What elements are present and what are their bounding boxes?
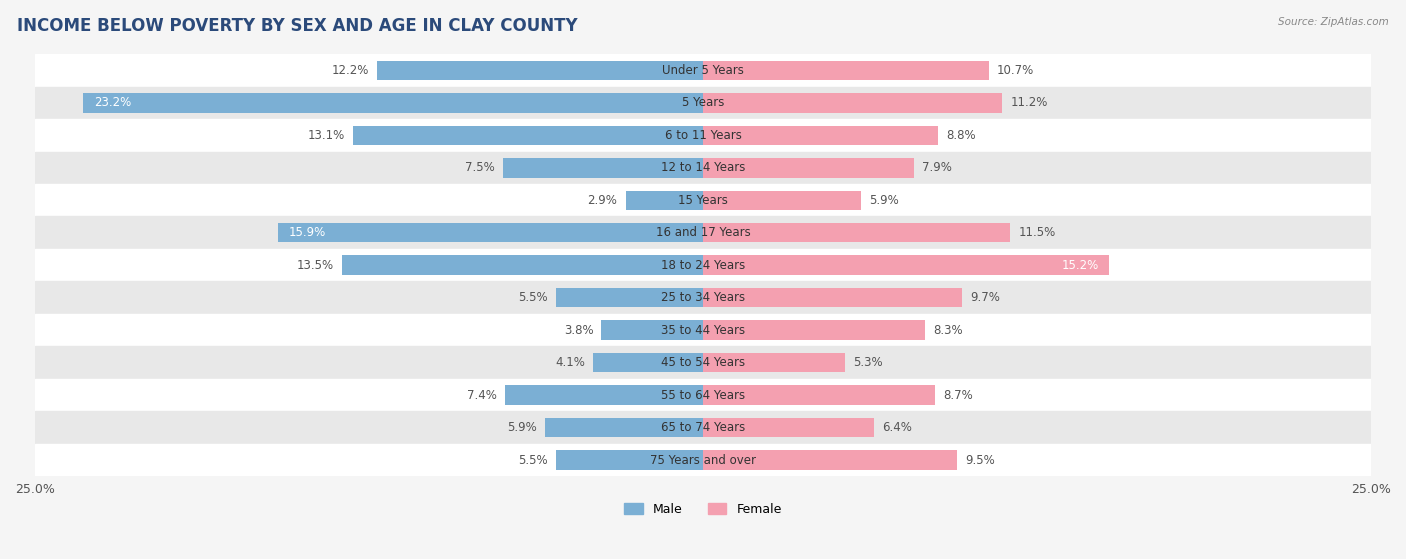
Text: 5.5%: 5.5%: [519, 453, 548, 467]
Bar: [83, 93, 703, 112]
Bar: [35, 151, 1371, 184]
Bar: [35, 444, 1371, 476]
Bar: [35, 87, 1371, 119]
Bar: [35, 411, 1371, 444]
Legend: Male, Female: Male, Female: [619, 498, 787, 520]
Text: 8.7%: 8.7%: [943, 389, 973, 401]
Text: 5 Years: 5 Years: [682, 96, 724, 110]
Text: 15.2%: 15.2%: [1062, 259, 1098, 272]
Text: 5.3%: 5.3%: [852, 356, 883, 369]
Bar: [703, 126, 938, 145]
Text: 3.8%: 3.8%: [564, 324, 593, 337]
Bar: [703, 385, 935, 405]
Bar: [703, 255, 1109, 275]
Bar: [35, 216, 1371, 249]
Text: 5.5%: 5.5%: [519, 291, 548, 304]
Bar: [593, 353, 703, 372]
Text: 45 to 54 Years: 45 to 54 Years: [661, 356, 745, 369]
Text: 75 Years and over: 75 Years and over: [650, 453, 756, 467]
Text: 15.9%: 15.9%: [288, 226, 326, 239]
Bar: [703, 93, 1002, 112]
Bar: [377, 60, 703, 80]
Text: 11.2%: 11.2%: [1011, 96, 1047, 110]
Bar: [502, 158, 703, 178]
Text: INCOME BELOW POVERTY BY SEX AND AGE IN CLAY COUNTY: INCOME BELOW POVERTY BY SEX AND AGE IN C…: [17, 17, 578, 35]
Text: 55 to 64 Years: 55 to 64 Years: [661, 389, 745, 401]
Bar: [35, 119, 1371, 151]
Text: 9.7%: 9.7%: [970, 291, 1000, 304]
Text: 7.9%: 7.9%: [922, 162, 952, 174]
Bar: [35, 184, 1371, 216]
Text: 8.3%: 8.3%: [932, 324, 963, 337]
Text: 23.2%: 23.2%: [94, 96, 131, 110]
Bar: [703, 320, 925, 340]
Text: 25 to 34 Years: 25 to 34 Years: [661, 291, 745, 304]
Text: 35 to 44 Years: 35 to 44 Years: [661, 324, 745, 337]
Bar: [353, 126, 703, 145]
Bar: [278, 223, 703, 243]
Text: 2.9%: 2.9%: [588, 194, 617, 207]
Bar: [626, 191, 703, 210]
Bar: [35, 379, 1371, 411]
Bar: [35, 249, 1371, 281]
Text: 11.5%: 11.5%: [1018, 226, 1056, 239]
Bar: [505, 385, 703, 405]
Text: 7.4%: 7.4%: [467, 389, 498, 401]
Text: 65 to 74 Years: 65 to 74 Years: [661, 421, 745, 434]
Text: 15 Years: 15 Years: [678, 194, 728, 207]
Bar: [35, 281, 1371, 314]
Text: 16 and 17 Years: 16 and 17 Years: [655, 226, 751, 239]
Text: 9.5%: 9.5%: [965, 453, 994, 467]
Text: 10.7%: 10.7%: [997, 64, 1035, 77]
Text: Under 5 Years: Under 5 Years: [662, 64, 744, 77]
Bar: [555, 288, 703, 307]
Bar: [703, 418, 875, 437]
Bar: [35, 314, 1371, 347]
Bar: [703, 60, 988, 80]
Bar: [703, 223, 1011, 243]
Text: 6.4%: 6.4%: [882, 421, 912, 434]
Bar: [703, 353, 845, 372]
Text: Source: ZipAtlas.com: Source: ZipAtlas.com: [1278, 17, 1389, 27]
Text: 4.1%: 4.1%: [555, 356, 585, 369]
Bar: [602, 320, 703, 340]
Bar: [342, 255, 703, 275]
Text: 12.2%: 12.2%: [332, 64, 368, 77]
Text: 5.9%: 5.9%: [869, 194, 898, 207]
Bar: [546, 418, 703, 437]
Bar: [703, 158, 914, 178]
Text: 18 to 24 Years: 18 to 24 Years: [661, 259, 745, 272]
Text: 6 to 11 Years: 6 to 11 Years: [665, 129, 741, 142]
Text: 13.5%: 13.5%: [297, 259, 335, 272]
Text: 12 to 14 Years: 12 to 14 Years: [661, 162, 745, 174]
Bar: [703, 450, 957, 470]
Text: 8.8%: 8.8%: [946, 129, 976, 142]
Bar: [35, 347, 1371, 379]
Bar: [35, 54, 1371, 87]
Text: 13.1%: 13.1%: [308, 129, 344, 142]
Text: 5.9%: 5.9%: [508, 421, 537, 434]
Bar: [703, 288, 962, 307]
Text: 7.5%: 7.5%: [465, 162, 495, 174]
Bar: [555, 450, 703, 470]
Bar: [703, 191, 860, 210]
